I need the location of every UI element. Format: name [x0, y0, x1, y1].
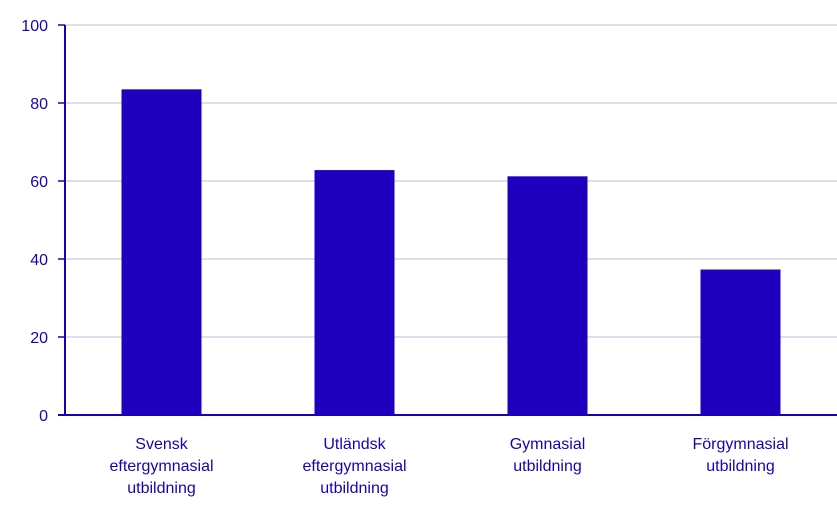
y-tick-label: 100	[21, 18, 48, 35]
x-category-label-line: utbildning	[513, 458, 582, 475]
bar	[700, 269, 781, 415]
y-tick-label: 40	[30, 252, 48, 269]
bar	[314, 170, 395, 415]
y-axis-ticks: 0 20 40 60 80 100	[21, 18, 65, 425]
bar	[121, 89, 202, 415]
x-axis-labels: Svensk eftergymnasial utbildning Utländsk ef…	[109, 436, 788, 497]
y-tick-label: 0	[39, 408, 48, 425]
x-category-label-line: Utländsk	[323, 436, 386, 453]
y-tick-label: 80	[30, 96, 48, 113]
x-category-label: Gymnasial utbildning	[510, 436, 586, 475]
x-category-label-line: utbildning	[127, 480, 196, 497]
x-category-label-line: utbildning	[706, 458, 775, 475]
x-category-label-line: utbildning	[320, 480, 389, 497]
x-category-label: Utländsk eftergymnasial utbildning	[302, 436, 406, 497]
y-tick-label: 20	[30, 330, 48, 347]
x-category-label: Svensk eftergymnasial utbildning	[109, 436, 213, 497]
y-tick-label: 60	[30, 174, 48, 191]
x-category-label-line: eftergymnasial	[302, 458, 406, 475]
bars	[121, 89, 781, 415]
x-category-label-line: Svensk	[135, 436, 188, 453]
x-category-label-line: Förgymnasial	[692, 436, 788, 453]
bar	[507, 176, 588, 415]
x-category-label: Förgymnasial utbildning	[692, 436, 788, 475]
x-category-label-line: Gymnasial	[510, 436, 586, 453]
x-category-label-line: eftergymnasial	[109, 458, 213, 475]
